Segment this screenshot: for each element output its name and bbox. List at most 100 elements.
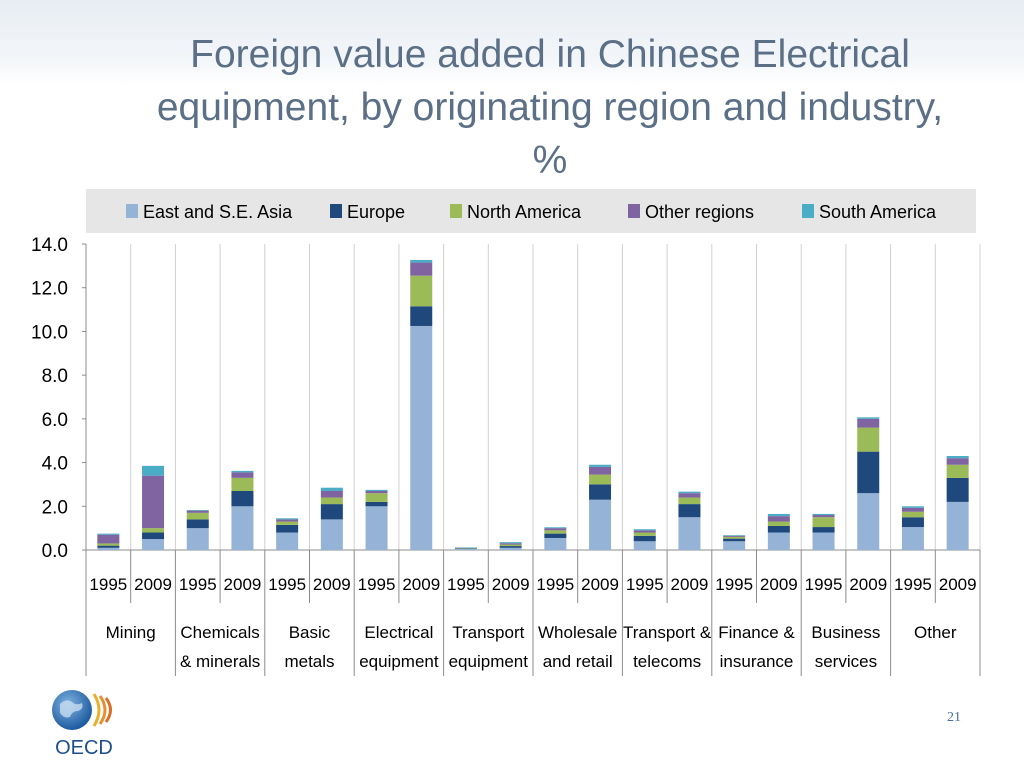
- bar-segment: [901, 527, 924, 550]
- bar-segment: [812, 515, 835, 518]
- x-tick-label-industry: Electrical: [364, 623, 433, 642]
- bar-segment: [499, 543, 522, 545]
- bar-segment: [320, 519, 343, 550]
- bar-segment: [678, 491, 701, 494]
- bar-segment: [231, 470, 254, 473]
- y-tick-label: 8.0: [42, 366, 68, 387]
- bar-segment: [767, 532, 790, 550]
- bar-segment: [633, 535, 656, 542]
- x-tick-label-year: 1995: [268, 575, 306, 594]
- bar-segment: [723, 538, 746, 542]
- x-tick-label-industry: Basic: [289, 623, 331, 642]
- legend-swatch: [628, 204, 640, 218]
- bar-segment: [320, 497, 343, 505]
- bar-segment: [186, 512, 209, 520]
- x-tick-label-year: 1995: [626, 575, 664, 594]
- legend-swatch: [330, 204, 342, 218]
- bar-segment: [320, 490, 343, 498]
- x-tick-label-year: 1995: [179, 575, 217, 594]
- bar-segment: [812, 513, 835, 516]
- bar-segment: [320, 504, 343, 520]
- title-line-1: Foreign value added in Chinese Electrica…: [190, 33, 910, 76]
- bar-segment: [946, 501, 969, 550]
- x-tick-label-year: 1995: [805, 575, 843, 594]
- bar-segment: [633, 529, 656, 531]
- bar-segment: [544, 533, 567, 538]
- bar-segment: [544, 527, 567, 529]
- x-tick-label-year: 2009: [760, 575, 798, 594]
- bar-segment: [231, 506, 254, 550]
- x-tick-label-industry: insurance: [720, 652, 794, 671]
- bar-segment: [97, 534, 120, 544]
- bar-segment: [857, 418, 880, 428]
- y-tick-label: 14.0: [31, 235, 68, 256]
- bar-segment: [142, 528, 165, 533]
- bar-segment: [231, 472, 254, 478]
- bar-segment: [186, 528, 209, 550]
- bar-segment: [410, 262, 433, 276]
- slide-title: Foreign value added in Chinese Electrica…: [120, 28, 980, 187]
- logo-text: OECD: [55, 737, 113, 759]
- x-tick-label-year: 2009: [581, 575, 619, 594]
- bar-segment: [812, 527, 835, 533]
- bar-segment: [544, 528, 567, 531]
- bar-segment: [97, 547, 120, 550]
- bar-segment: [276, 518, 299, 520]
- bar-segment: [142, 539, 165, 550]
- bar-segment: [365, 501, 388, 507]
- bar-segment: [901, 511, 924, 518]
- y-tick-label: 4.0: [42, 454, 68, 475]
- bar-segment: [812, 517, 835, 528]
- bar-segment: [544, 530, 567, 534]
- bar-segment: [589, 474, 612, 485]
- bar-segment: [186, 519, 209, 529]
- bar-segment: [97, 533, 120, 535]
- bar-segment: [589, 484, 612, 500]
- bar-segment: [142, 465, 165, 476]
- x-tick-label-industry: Wholesale: [538, 623, 617, 642]
- bar-segment: [276, 532, 299, 550]
- x-tick-label-year: 1995: [715, 575, 753, 594]
- bar-segment: [365, 506, 388, 550]
- bar-segment: [320, 487, 343, 491]
- x-tick-label-year: 1995: [358, 575, 396, 594]
- x-tick-label-year: 2009: [492, 575, 530, 594]
- bar-segment: [410, 325, 433, 550]
- bar-segment: [589, 464, 612, 467]
- bar-segment: [186, 510, 209, 513]
- x-tick-label-year: 2009: [224, 575, 262, 594]
- legend-label: East and S.E. Asia: [143, 202, 293, 222]
- bar-segment: [231, 477, 254, 491]
- title-line-2: equipment, by originating region and ind…: [156, 86, 944, 129]
- x-tick-label-year: 1995: [447, 575, 485, 594]
- bar-segment: [723, 536, 746, 539]
- bar-segment: [723, 535, 746, 537]
- bar-segment: [142, 475, 165, 529]
- bar-segment: [633, 530, 656, 533]
- x-tick-label-year: 2009: [849, 575, 887, 594]
- bar-segment: [857, 427, 880, 452]
- oecd-logo: OECD: [52, 690, 113, 759]
- bar-segment: [812, 532, 835, 550]
- x-tick-label-year: 2009: [671, 575, 709, 594]
- legend-label: North America: [467, 202, 582, 222]
- x-tick-label-year: 1995: [894, 575, 932, 594]
- bar-segment: [857, 493, 880, 550]
- legend-label: Other regions: [645, 202, 754, 222]
- y-tick-label: 12.0: [31, 279, 68, 300]
- x-tick-label-year: 2009: [313, 575, 351, 594]
- x-tick-label-industry: services: [815, 652, 877, 671]
- x-tick-label-industry: Business: [811, 623, 880, 642]
- bar-segment: [544, 537, 567, 550]
- bar-segment: [142, 532, 165, 540]
- y-tick-label: 10.0: [31, 322, 68, 343]
- bar-segment: [723, 541, 746, 550]
- title-line-3: %: [532, 139, 568, 182]
- x-tick-label-industry: equipment: [359, 652, 439, 671]
- legend-swatch: [450, 204, 462, 218]
- bar-segment: [276, 521, 299, 525]
- x-tick-label-industry: Chemicals: [180, 623, 259, 642]
- bar-segment: [589, 499, 612, 550]
- x-tick-label-industry: & minerals: [180, 652, 260, 671]
